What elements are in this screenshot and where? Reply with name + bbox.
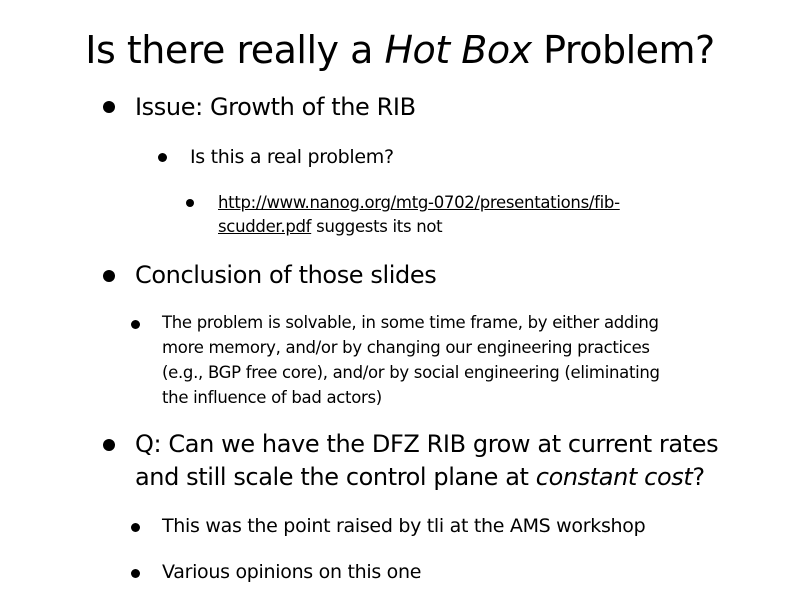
title-emphasis: Hot Box — [384, 28, 532, 72]
question-mark: ? — [692, 463, 705, 491]
slide-title: Is there really a Hot Box Problem? — [0, 26, 800, 74]
nanog-link[interactable]: http://www.nanog.org/mtg-0702/presentati… — [218, 193, 620, 212]
bullet-icon — [103, 101, 115, 113]
nanog-link-end[interactable]: scudder.pdf — [218, 217, 312, 236]
title-text-end: Problem? — [531, 28, 715, 72]
bullet-opinions: Various opinions on this one — [162, 561, 422, 583]
bullet-icon — [103, 439, 115, 451]
question-emphasis: constant cost — [535, 463, 693, 491]
bullet-icon — [186, 199, 194, 207]
bullet-link-line-2: scudder.pdf suggests its not — [218, 215, 443, 239]
bullet-link-line-1: http://www.nanog.org/mtg-0702/presentati… — [218, 191, 620, 215]
bullet-icon — [103, 270, 115, 282]
bullet-icon — [131, 569, 140, 578]
question-line-2: and still scale the control plane at con… — [135, 461, 705, 494]
solvable-line-2: more memory, and/or by changing our engi… — [162, 338, 650, 357]
bullet-point-raised: This was the point raised by tli at the … — [162, 515, 646, 537]
bullet-issue: Issue: Growth of the RIB — [135, 93, 416, 121]
link-suffix: suggests its not — [311, 217, 443, 236]
question-line-1: Q: Can we have the DFZ RIB grow at curre… — [135, 430, 719, 458]
solvable-line-3: (e.g., BGP free core), and/or by social … — [162, 363, 660, 382]
question-text: and still scale the control plane at — [135, 463, 536, 491]
bullet-icon — [158, 153, 167, 162]
bullet-conclusion: Conclusion of those slides — [135, 261, 437, 289]
solvable-line-1: The problem is solvable, in some time fr… — [162, 313, 659, 332]
title-text: Is there really a — [85, 28, 385, 72]
bullet-icon — [131, 523, 140, 532]
solvable-line-4: the influence of bad actors) — [162, 388, 382, 407]
bullet-icon — [131, 320, 140, 329]
bullet-real-problem: Is this a real problem? — [190, 146, 394, 168]
